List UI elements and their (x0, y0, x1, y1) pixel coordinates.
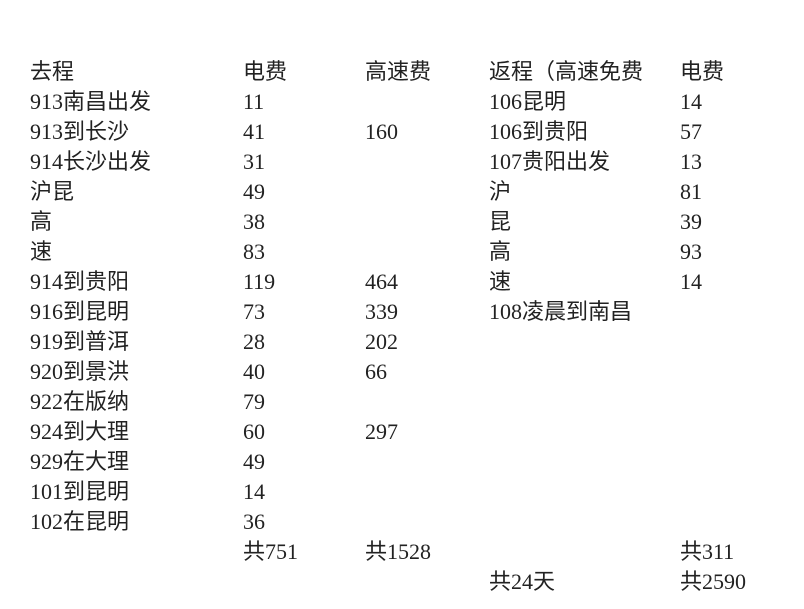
table-row: 914到贵阳 119 464 速 14 (0, 267, 804, 297)
header-row-cell-2: 高速费 (365, 59, 432, 84)
table-row-cell-2: 297 (365, 419, 398, 444)
table-row-cell-0: 929在大理 (30, 449, 130, 474)
table-row: 924到大理 60 297 (0, 417, 804, 447)
table-row-cell-1: 49 (243, 449, 265, 474)
table-row-cell-0: 913到长沙 (30, 119, 130, 144)
table-row-cell-3: 沪 (489, 179, 512, 204)
header-row-cell-0: 去程 (30, 59, 75, 84)
table-row-cell-3: 107贵阳出发 (489, 149, 611, 174)
table-row-cell-0: 924到大理 (30, 419, 130, 444)
table-row-cell-4: 93 (680, 239, 702, 264)
table-row-cell-1: 41 (243, 119, 265, 144)
table-row-cell-2: 202 (365, 329, 398, 354)
table-row-cell-0: 102在昆明 (30, 509, 130, 534)
table-row-cell-0: 922在版纳 (30, 389, 130, 414)
table-row-cell-2: 464 (365, 269, 398, 294)
table-row-cell-1: 73 (243, 299, 265, 324)
table-row-cell-1: 38 (243, 209, 265, 234)
table-row: 914长沙出发 31 107贵阳出发 13 (0, 147, 804, 177)
table-row-cell-4: 14 (680, 269, 702, 294)
table-row-cell-1: 40 (243, 359, 265, 384)
table-row-cell-3: 106到贵阳 (489, 119, 589, 144)
table-row-cell-0: 916到昆明 (30, 299, 130, 324)
table-row-cell-3: 高 (489, 239, 512, 264)
table-row-cell-3: 速 (489, 269, 512, 294)
table-row: 913到长沙 41 160 106到贵阳 57 (0, 117, 804, 147)
table-row-cell-1: 14 (243, 479, 265, 504)
table-row-cell-1: 79 (243, 389, 265, 414)
table-row: 922在版纳 79 (0, 387, 804, 417)
table-row-cell-0: 920到景洪 (30, 359, 130, 384)
grand-totals-row-cell-3: 共24天 (489, 569, 556, 594)
totals-row-cell-2: 共1528 (365, 539, 432, 564)
table-row: 高 38 昆 39 (0, 207, 804, 237)
grand-totals-row: 共24天 共2590 (0, 567, 804, 597)
table-row-cell-2: 160 (365, 119, 398, 144)
table-row-cell-1: 119 (243, 269, 276, 294)
table-row-cell-1: 28 (243, 329, 265, 354)
table-row-cell-0: 914到贵阳 (30, 269, 130, 294)
table-row-cell-4: 81 (680, 179, 702, 204)
table-row-cell-0: 沪昆 (30, 179, 75, 204)
table-row-cell-4: 14 (680, 89, 702, 114)
header-row-cell-3: 返程（高速免费 (489, 59, 644, 84)
table-row: 102在昆明 36 (0, 507, 804, 537)
table-row-cell-1: 83 (243, 239, 265, 264)
table-row-cell-0: 913南昌出发 (30, 89, 152, 114)
table-row: 919到普洱 28 202 (0, 327, 804, 357)
table-row: 101到昆明 14 (0, 477, 804, 507)
table-row: 920到景洪 40 66 (0, 357, 804, 387)
table-row-cell-1: 31 (243, 149, 265, 174)
table-row-cell-1: 49 (243, 179, 265, 204)
table-row-cell-0: 101到昆明 (30, 479, 130, 504)
header-row-cell-1: 电费 (243, 59, 288, 84)
table-row: 913南昌出发 11 106昆明 14 (0, 87, 804, 117)
table-row: 速 83 高 93 (0, 237, 804, 267)
header-row-cell-4: 电费 (680, 59, 725, 84)
table-row-cell-0: 919到普洱 (30, 329, 130, 354)
table-row-cell-4: 13 (680, 149, 702, 174)
table-row: 916到昆明 73 339 108凌晨到南昌 (0, 297, 804, 327)
table-row-cell-2: 66 (365, 359, 387, 384)
table-row-cell-4: 39 (680, 209, 702, 234)
table-row-cell-3: 108凌晨到南昌 (489, 299, 633, 324)
table-row-cell-1: 60 (243, 419, 265, 444)
table-row-cell-0: 速 (30, 239, 53, 264)
header-row: 去程 电费 高速费 返程（高速免费 电费 (0, 57, 804, 87)
table-row-cell-2: 339 (365, 299, 398, 324)
table-row-cell-0: 914长沙出发 (30, 149, 152, 174)
table-row-cell-3: 106昆明 (489, 89, 567, 114)
grand-totals-row-cell-4: 共2590 (680, 569, 747, 594)
table-row: 929在大理 49 (0, 447, 804, 477)
table-row-cell-3: 昆 (489, 209, 512, 234)
table-row: 沪昆 49 沪 81 (0, 177, 804, 207)
totals-row-cell-4: 共311 (680, 539, 735, 564)
table-row-cell-4: 57 (680, 119, 702, 144)
table-row-cell-1: 11 (243, 89, 265, 114)
table-row-cell-0: 高 (30, 209, 53, 234)
totals-row: 共751 共1528 共311 (0, 537, 804, 567)
totals-row-cell-1: 共751 (243, 539, 299, 564)
table-row-cell-1: 36 (243, 509, 265, 534)
